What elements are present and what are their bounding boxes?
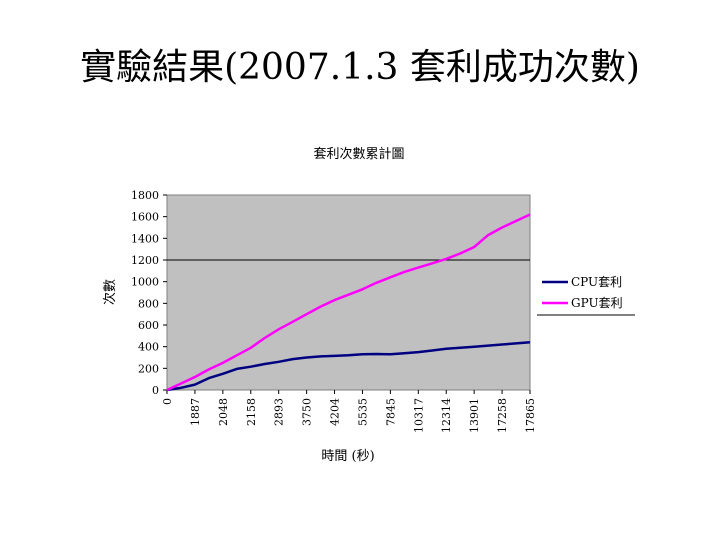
y-tick-label: 200 [138, 362, 159, 375]
y-tick-label: 1200 [131, 254, 159, 267]
x-tick-label: 0 [161, 398, 174, 405]
y-tick-label: 1600 [131, 211, 159, 224]
y-tick-label: 600 [138, 319, 159, 332]
slide-title: 實驗結果(2007.1.3 套利成功次數) [80, 47, 640, 88]
x-tick-label: 12314 [440, 398, 453, 433]
y-axis-label: 次數 [102, 279, 118, 305]
x-tick-label: 10317 [412, 398, 425, 433]
chart-title: 套利次數累計圖 [313, 146, 404, 162]
x-tick-label: 2158 [245, 398, 258, 426]
x-tick-label: 2048 [217, 398, 230, 426]
x-tick-label: 2893 [273, 398, 286, 426]
x-tick-label: 5535 [356, 398, 369, 426]
x-tick-label: 3750 [301, 398, 314, 426]
plot-area [166, 194, 531, 391]
y-tick-label: 1400 [131, 232, 159, 245]
x-tick-label: 1887 [189, 398, 202, 426]
x-tick-label: 13901 [468, 398, 481, 433]
x-tick-label: 7845 [384, 398, 397, 426]
legend-label: GPU套利 [571, 296, 623, 310]
series-line-2 [166, 213, 531, 392]
x-tick-label: 4204 [329, 398, 342, 426]
legend: CPU套利 GPU套利 [537, 275, 635, 316]
legend-label: CPU套利 [571, 275, 622, 289]
y-tick-label: 0 [152, 384, 159, 397]
x-tick-label: 17865 [524, 398, 537, 433]
x-axis-label: 時間 (秒) [321, 449, 374, 464]
series-line-1 [166, 341, 531, 392]
x-tick-label: 17258 [496, 398, 509, 433]
y-tick-label: 400 [138, 341, 159, 354]
y-tick-label: 800 [138, 297, 159, 310]
y-tick-label: 1000 [131, 276, 159, 289]
y-tick-label: 1800 [131, 189, 159, 202]
